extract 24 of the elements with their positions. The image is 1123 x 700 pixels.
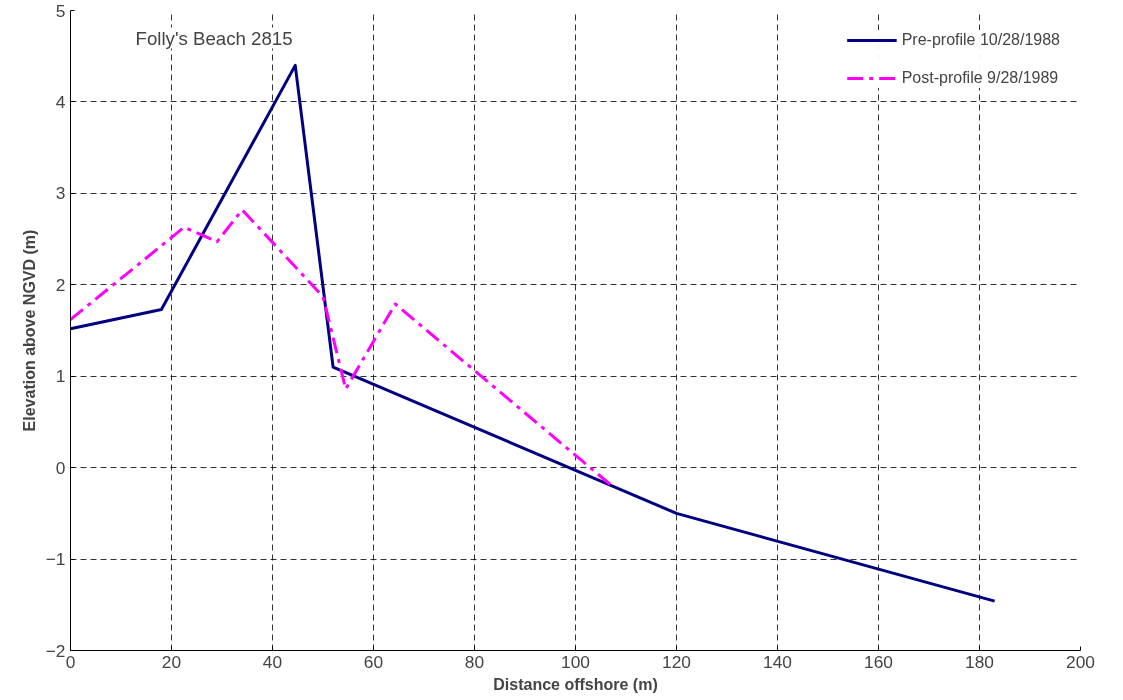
- x-tick-label: 180: [965, 651, 994, 672]
- x-tick-label: 60: [363, 651, 384, 672]
- x-tick-label: 140: [763, 651, 792, 672]
- text: Folly's Beach 2815: [135, 27, 293, 49]
- y-tick-label: 3: [55, 183, 66, 204]
- x-tick-label: 20: [161, 651, 182, 672]
- x-axis-title: Distance offshore (m): [493, 675, 658, 693]
- y-tick-label: 1: [55, 366, 66, 387]
- y-tick-label: 5: [55, 0, 66, 21]
- legend-label: Post-profile 9/28/1989: [901, 69, 1059, 87]
- x-tick-label: 200: [1066, 651, 1095, 672]
- y-axis-title: Elevation above NGVD (m): [20, 229, 38, 432]
- y-tick-label: −2: [45, 640, 66, 661]
- x-tick-label: 80: [464, 651, 485, 672]
- x-tick-label: 100: [561, 651, 590, 672]
- x-tick-label: 40: [262, 651, 283, 672]
- line-series: [70, 208, 613, 487]
- legend-label: Pre-profile 10/28/1988: [901, 31, 1060, 49]
- y-tick-label: 2: [55, 274, 66, 295]
- y-tick-label: 0: [55, 457, 66, 478]
- y-tick-label: 4: [55, 91, 66, 112]
- y-tick-label: −1: [45, 549, 66, 570]
- x-tick-label: 160: [864, 651, 893, 672]
- x-tick-label: 120: [662, 651, 691, 672]
